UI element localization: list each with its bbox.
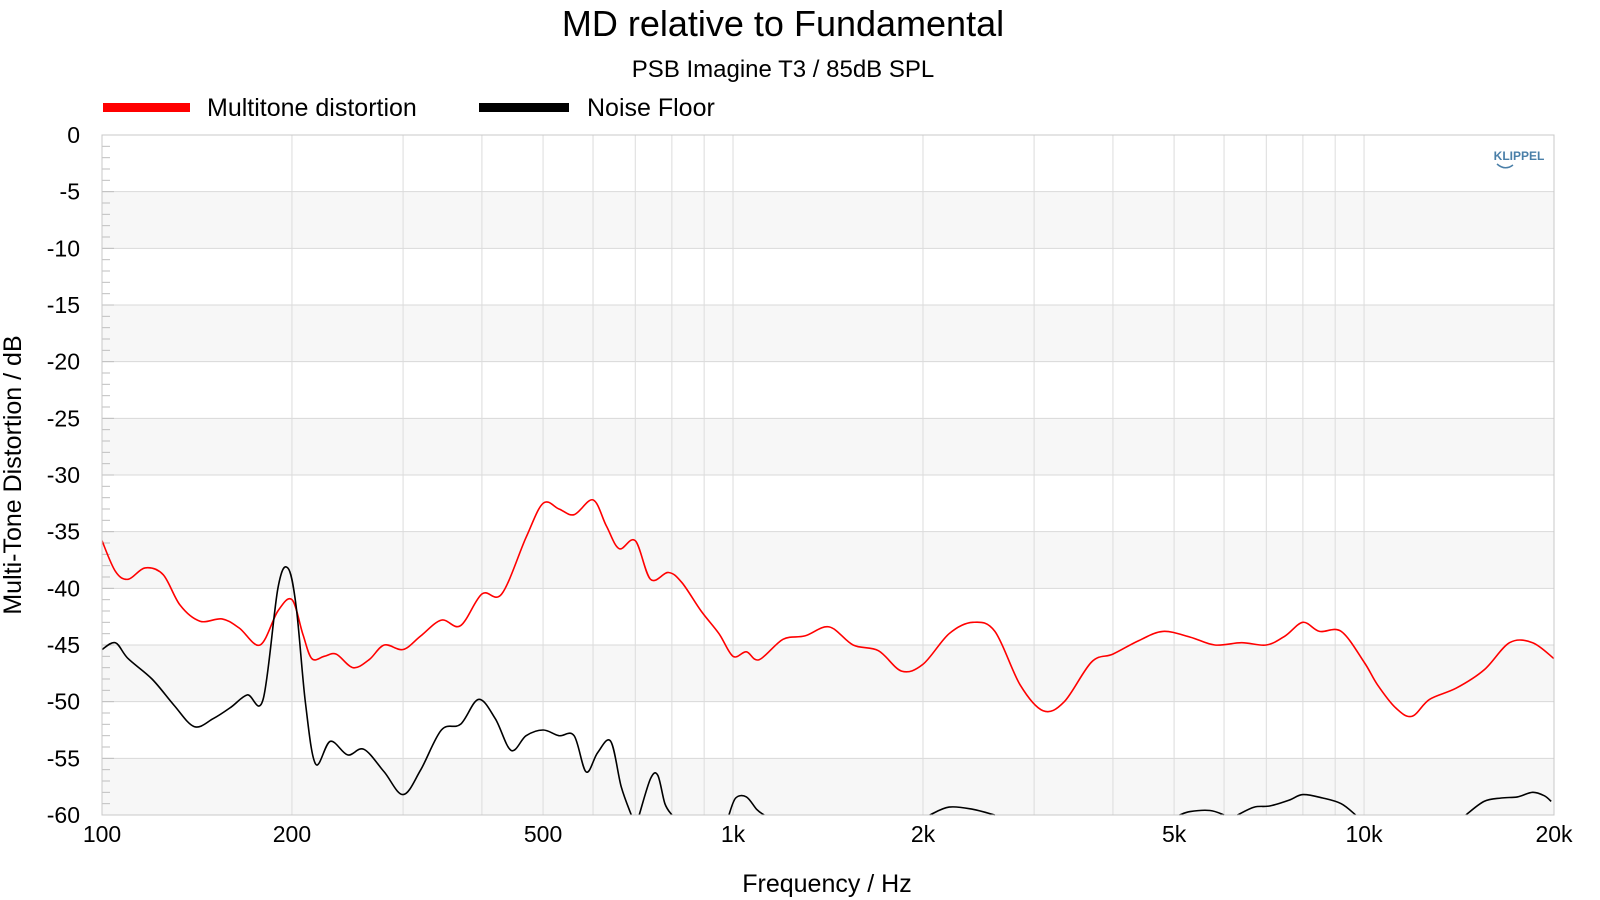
legend: Multitone distortion Noise Floor <box>103 94 715 122</box>
y-axis-ticks: 0 -5 -10 -15 -20 -25 -30 -35 -40 -45 -50 -55 -60 <box>47 122 80 828</box>
y-tick-label: -60 <box>47 802 80 828</box>
plot-band <box>102 361 1554 419</box>
y-axis-label: Multi-Tone Distortion / dB <box>0 335 27 614</box>
plot-band <box>102 191 1554 249</box>
legend-label-noise-floor: Noise Floor <box>587 94 715 122</box>
plot-band <box>102 531 1554 589</box>
noise-floor-line <box>1465 791 1552 816</box>
y-tick-label: -10 <box>47 235 80 261</box>
y-tick-label: 0 <box>67 122 80 148</box>
plot-band <box>102 418 1554 475</box>
y-tick-label: -20 <box>47 349 80 375</box>
x-tick-label: 20k <box>1535 821 1573 847</box>
y-tick-label: -5 <box>60 179 80 205</box>
chart-subtitle: PSB Imagine T3 / 85dB SPL <box>632 56 934 83</box>
legend-swatch-noise-floor <box>479 103 569 112</box>
noise-floor-line <box>728 794 765 816</box>
x-tick-label: 1k <box>721 821 746 847</box>
plot-band <box>102 248 1554 305</box>
y-tick-label: -50 <box>47 689 80 715</box>
y-tick-label: -25 <box>47 405 80 431</box>
plot-band <box>102 701 1554 759</box>
x-tick-label: 2k <box>911 821 936 847</box>
x-tick-label: 200 <box>273 821 311 847</box>
logo-text: KLIPPEL <box>1494 149 1545 163</box>
noise-floor-line <box>1179 809 1225 816</box>
grid-lines <box>101 134 1555 816</box>
plot-frame <box>101 134 1555 816</box>
y-tick-label: -35 <box>47 519 80 545</box>
plot-band <box>102 475 1554 532</box>
y-tick-label: -55 <box>47 745 80 771</box>
noise-floor-line <box>102 566 633 816</box>
x-tick-label: 5k <box>1162 821 1187 847</box>
x-axis-ticks: 100 200 500 1k 2k 5k 10k 20k <box>83 821 1573 847</box>
klippel-logo: KLIPPEL <box>1494 149 1545 169</box>
noise-floor-line <box>929 806 996 816</box>
plot-band <box>102 305 1554 362</box>
multitone-distortion-line <box>102 499 1554 718</box>
logo-swoosh <box>1496 163 1514 169</box>
x-tick-label: 500 <box>524 821 562 847</box>
legend-label-multitone: Multitone distortion <box>207 94 417 122</box>
noise-floor-line <box>1237 793 1357 816</box>
legend-item-noise-floor: Noise Floor <box>479 94 715 122</box>
noise-floor-line <box>638 772 673 816</box>
plot-band <box>102 645 1554 702</box>
y-tick-label: -30 <box>47 462 80 488</box>
legend-swatch-multitone <box>103 103 190 112</box>
plot-band <box>102 758 1554 815</box>
x-tick-label: 100 <box>83 821 121 847</box>
legend-item-multitone: Multitone distortion <box>103 94 417 122</box>
plot-background <box>102 135 1554 815</box>
y-tick-label: -45 <box>47 632 80 658</box>
x-tick-label: 10k <box>1345 821 1383 847</box>
plot-band <box>102 135 1554 192</box>
x-axis-label: Frequency / Hz <box>742 870 912 898</box>
y-tick-label: -40 <box>47 575 80 601</box>
chart-title: MD relative to Fundamental <box>562 3 1004 44</box>
plot-band <box>102 588 1554 645</box>
y-tick-label: -15 <box>47 292 80 318</box>
series-layer <box>102 499 1554 816</box>
